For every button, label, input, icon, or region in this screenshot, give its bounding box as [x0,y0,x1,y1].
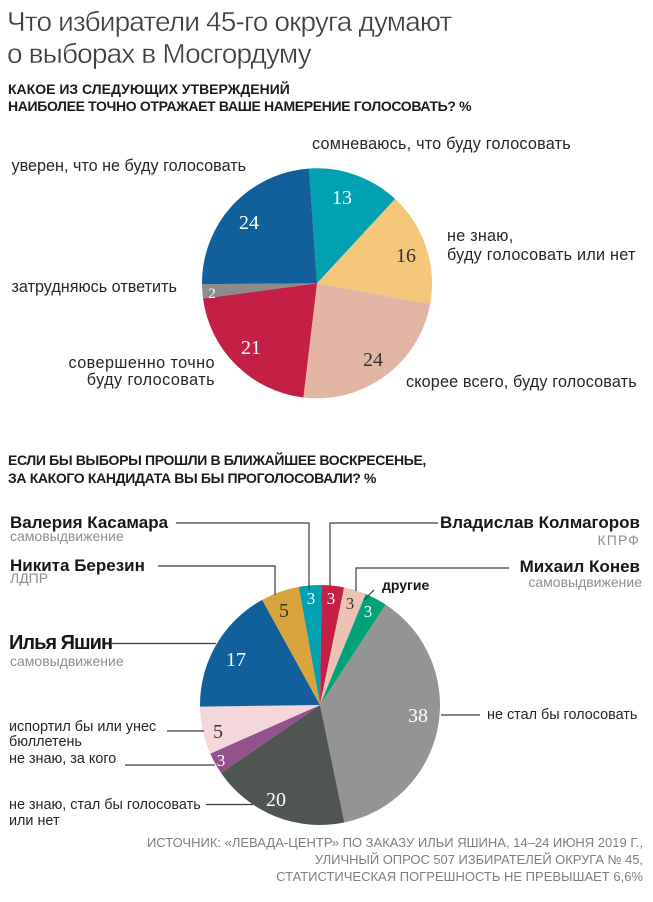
svg-text:38: 38 [408,705,428,727]
svg-text:20: 20 [266,789,286,811]
svg-text:5: 5 [213,721,223,743]
svg-text:3: 3 [217,751,226,770]
svg-text:13: 13 [332,187,352,209]
svg-text:3: 3 [307,589,316,608]
svg-text:16: 16 [396,245,416,267]
svg-text:17: 17 [226,649,246,671]
svg-text:3: 3 [327,589,336,608]
svg-text:3: 3 [364,602,373,621]
svg-text:2: 2 [208,286,216,302]
svg-text:5: 5 [279,600,289,622]
svg-text:24: 24 [363,349,383,371]
svg-text:24: 24 [239,212,259,234]
svg-text:21: 21 [241,337,261,359]
svg-text:3: 3 [346,594,355,613]
